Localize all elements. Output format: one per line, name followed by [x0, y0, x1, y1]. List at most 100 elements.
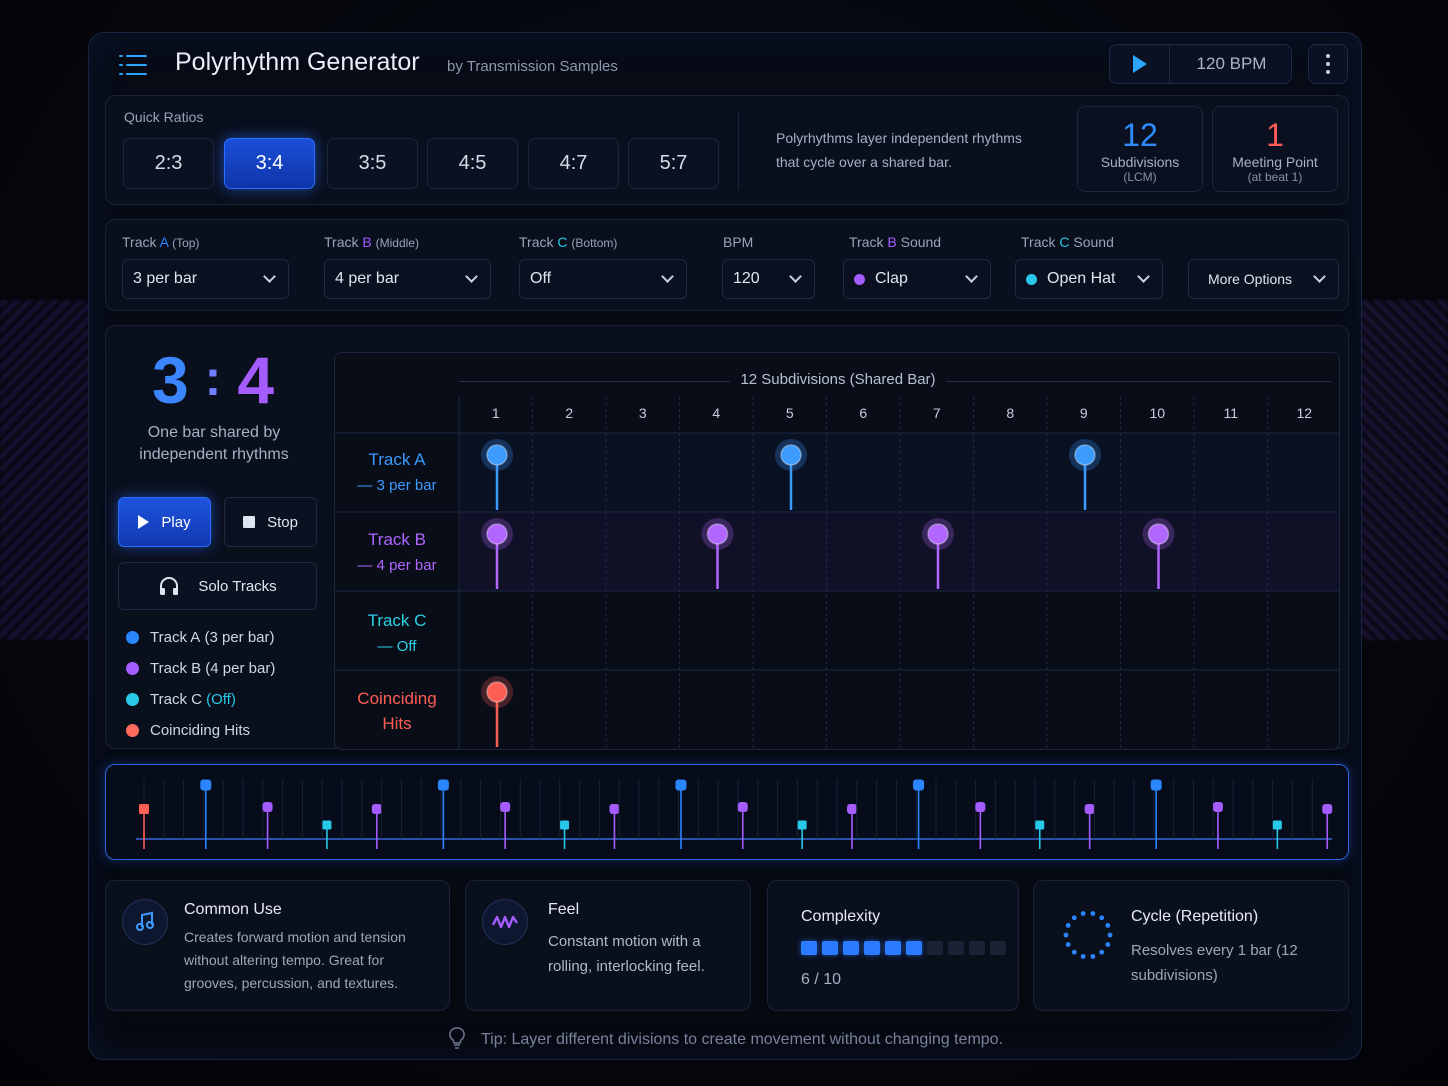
app-window: Polyrhythm Generator by Transmission Sam…	[88, 32, 1362, 1060]
hamburger-menu-icon[interactable]	[119, 53, 147, 77]
hit-marker[interactable]	[486, 681, 508, 703]
complexity-segment	[948, 941, 964, 955]
complexity-segment	[906, 941, 922, 955]
track-b-sound-select[interactable]: Clap	[843, 259, 991, 299]
ratio-button-4-5[interactable]: 4:5	[427, 138, 518, 189]
track-a-color-dot	[126, 631, 139, 644]
ratio-button-5-7[interactable]: 5:7	[628, 138, 719, 189]
card-complexity: Complexity 6 / 10	[767, 880, 1019, 1011]
grid-lines	[335, 397, 1339, 749]
column-number: 4	[712, 405, 721, 421]
quick-ratios-label: Quick Ratios	[124, 109, 204, 125]
stat-subdivisions-value: 12	[1122, 117, 1158, 153]
timeline-marker	[737, 802, 748, 812]
music-note-icon	[122, 899, 168, 945]
legend-track-c: Track C (Off)	[126, 691, 236, 708]
cycle-dot	[1065, 942, 1071, 947]
column-number: 12	[1296, 405, 1313, 421]
timeline-marker	[371, 804, 382, 814]
ratio-button-3-5[interactable]: 3:5	[327, 138, 418, 189]
quick-ratios-panel: Quick Ratios 2:3 3:4 3:5 4:5 4:7 5:7 Pol…	[105, 95, 1349, 205]
solo-tracks-button[interactable]: Solo Tracks	[118, 562, 317, 610]
more-options-select[interactable]: More Options	[1188, 259, 1339, 299]
column-number: 3	[638, 405, 647, 421]
chevron-down-icon	[1137, 270, 1150, 283]
card-cycle-text: Resolves every 1 bar (12 subdivisions)	[1131, 942, 1298, 984]
timeline-marker	[322, 820, 332, 830]
cycle-dot	[1090, 954, 1096, 959]
column-number: 8	[1006, 405, 1015, 421]
timeline-marker	[675, 779, 687, 791]
chevron-down-icon	[465, 270, 478, 283]
ratio-description: Polyrhythms layer independent rhythms th…	[776, 130, 1022, 170]
hit-marker[interactable]	[486, 444, 508, 466]
hit-marker[interactable]	[486, 523, 508, 545]
bpm-display[interactable]: 120 BPM	[1196, 54, 1267, 73]
ratio-button-3-4[interactable]: 3:4	[224, 138, 315, 189]
column-number: 7	[932, 405, 941, 421]
tip-text: Tip: Layer different divisions to create…	[89, 1027, 1363, 1049]
track-a-select[interactable]: 3 per bar	[122, 259, 289, 299]
complexity-segment	[885, 941, 901, 955]
track-c-label: Track C (Bottom)	[519, 234, 618, 250]
coinciding-color-dot	[126, 724, 139, 737]
timeline-marker	[797, 820, 807, 830]
timeline-marker	[1150, 779, 1162, 791]
track-c-color-dot	[1026, 273, 1037, 285]
timeline-marker	[1322, 804, 1333, 814]
legend-coinciding-hits: Coinciding Hits	[126, 722, 250, 739]
ratio-button-4-7[interactable]: 4:7	[528, 138, 619, 189]
card-feel-title: Feel	[548, 901, 580, 918]
timeline-strip[interactable]	[105, 764, 1349, 860]
grid-title: 12 Subdivisions (Shared Bar)	[335, 371, 1339, 388]
stat-meeting-value: 1	[1266, 117, 1284, 153]
column-number: 9	[1079, 405, 1088, 421]
more-vertical-icon[interactable]	[1308, 44, 1348, 84]
column-number: 10	[1149, 405, 1166, 421]
column-number: 2	[565, 405, 574, 421]
play-button[interactable]: Play	[118, 497, 211, 547]
stop-button[interactable]: Stop	[224, 497, 317, 547]
header-play-button[interactable]	[1110, 45, 1170, 83]
play-icon	[1132, 55, 1147, 73]
card-cycle: Cycle (Repetition) Resolves every 1 bar …	[1033, 880, 1349, 1011]
app-subtitle: by Transmission Samples	[447, 58, 618, 75]
hit-marker[interactable]	[780, 444, 802, 466]
row-label-track-b: Track B — 4 per bar	[357, 530, 437, 574]
track-b-color-dot	[126, 662, 139, 675]
track-c-color-dot	[126, 693, 139, 706]
headphones-icon	[160, 577, 179, 595]
card-feel: Feel Constant motion with a rolling, int…	[465, 880, 751, 1011]
stat-meeting-point: 1 Meeting Point (at beat 1)	[1212, 106, 1338, 192]
complexity-score: 6 / 10	[801, 971, 842, 988]
track-c-sound-select[interactable]: Open Hat	[1015, 259, 1163, 299]
bpm-select[interactable]: 120	[722, 259, 815, 299]
big-ratio-display: 3:4	[151, 343, 277, 417]
cycle-dot	[1107, 932, 1113, 938]
legend-track-b: Track B (4 per bar)	[126, 660, 275, 677]
card-complexity-title: Complexity	[801, 908, 881, 925]
cycle-dot	[1105, 942, 1111, 947]
timeline-marker	[139, 804, 149, 814]
hit-marker[interactable]	[1147, 523, 1170, 545]
chevron-down-icon	[263, 270, 276, 283]
stat-meeting-label: Meeting Point	[1232, 154, 1318, 170]
ratio-button-2-3[interactable]: 2:3	[123, 138, 214, 189]
track-c-select[interactable]: Off	[519, 259, 687, 299]
track-b-sound-label: Track B Sound	[849, 234, 942, 250]
hit-marker[interactable]	[1074, 444, 1096, 466]
cycle-dot	[1090, 911, 1096, 916]
row-label-coinciding: Coinciding Hits	[357, 689, 437, 733]
timeline-marker	[913, 779, 925, 791]
main-rhythm-panel: 3:4 One bar shared by independent rhythm…	[105, 325, 1349, 750]
timeline-marker	[1272, 820, 1282, 830]
hit-marker[interactable]	[927, 523, 949, 545]
timeline-marker	[975, 802, 986, 812]
column-number: 5	[785, 405, 794, 421]
hit-marker[interactable]	[706, 523, 729, 545]
ratio-caption: One bar shared by independent rhythms	[139, 424, 289, 463]
stat-subdivisions: 12 Subdivisions (LCM)	[1077, 106, 1203, 192]
complexity-segment	[864, 941, 880, 955]
track-b-select[interactable]: 4 per bar	[324, 259, 491, 299]
timeline-marker	[500, 802, 511, 812]
